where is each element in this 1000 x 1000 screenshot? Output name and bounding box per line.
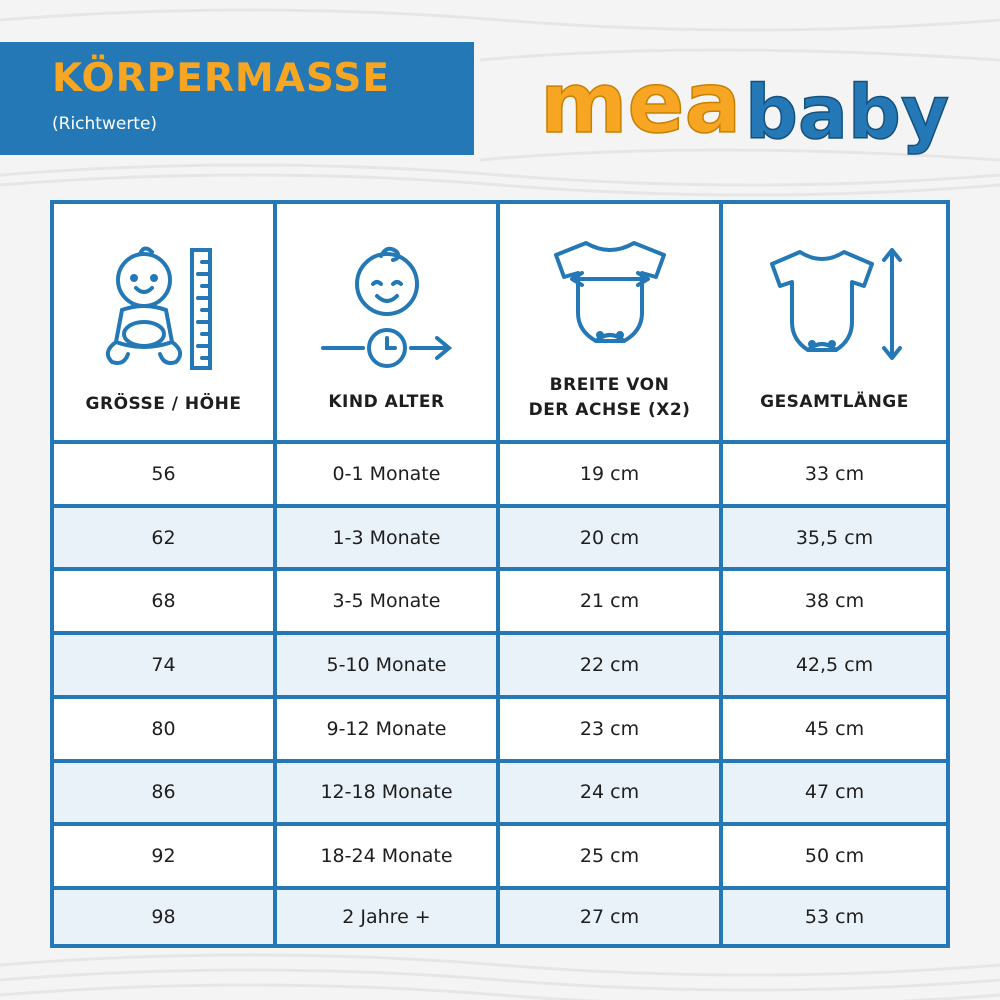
- cell-length: 38 cm: [723, 571, 946, 636]
- cell-width: 24 cm: [500, 762, 723, 827]
- header-length: GESAMTLÄNGE: [723, 204, 946, 444]
- cell-age: 18-24 Monate: [277, 826, 500, 891]
- table-row: 56 0-1 Monate 19 cm 33 cm: [54, 444, 946, 508]
- bodysuit-width-icon: [553, 241, 666, 343]
- cell-size: 68: [54, 571, 277, 636]
- cell-length: 47 cm: [723, 762, 946, 827]
- cell-length: 33 cm: [723, 444, 946, 508]
- cell-age: 12-18 Monate: [277, 762, 500, 827]
- page-title: KÖRPERMASSE: [52, 56, 390, 101]
- cell-size: 74: [54, 635, 277, 699]
- cell-length: 45 cm: [723, 698, 946, 763]
- table-row: 98 2 Jahre + 27 cm 53 cm: [54, 890, 946, 944]
- cell-length: 50 cm: [723, 826, 946, 891]
- cell-width: 20 cm: [500, 507, 723, 572]
- cell-age: 3-5 Monate: [277, 571, 500, 636]
- title-banner: KÖRPERMASSE (Richtwerte): [0, 42, 474, 155]
- table-row: 62 1-3 Monate 20 cm 35,5 cm: [54, 507, 946, 572]
- bodysuit-length-icon: [769, 247, 902, 360]
- cell-size: 86: [54, 762, 277, 827]
- header-label-age: KIND ALTER: [328, 391, 445, 412]
- cell-age: 1-3 Monate: [277, 507, 500, 572]
- table-row: 86 12-18 Monate 24 cm 47 cm: [54, 762, 946, 827]
- size-table: GRÖSSE / HÖHE KIND ALTER: [50, 200, 950, 948]
- cell-width: 22 cm: [500, 635, 723, 699]
- logo-word-mea: mea: [540, 54, 741, 152]
- cell-width: 25 cm: [500, 826, 723, 891]
- cell-size: 80: [54, 698, 277, 763]
- cell-width: 21 cm: [500, 571, 723, 636]
- baby-height-icon: [105, 246, 212, 370]
- cell-width: 19 cm: [500, 444, 723, 508]
- cell-length: 42,5 cm: [723, 635, 946, 699]
- cell-width: 23 cm: [500, 698, 723, 763]
- cell-length: 53 cm: [723, 890, 946, 944]
- table-header-row: GRÖSSE / HÖHE KIND ALTER: [54, 204, 946, 444]
- table-row: 74 5-10 Monate 22 cm 42,5 cm: [54, 635, 946, 699]
- page-subtitle: (Richtwerte): [52, 114, 158, 134]
- header-label-length: GESAMTLÄNGE: [760, 391, 909, 412]
- cell-length: 35,5 cm: [723, 507, 946, 572]
- header-label-size: GRÖSSE / HÖHE: [85, 393, 242, 414]
- cell-width: 27 cm: [500, 890, 723, 944]
- header-label-width-line1: BREITE VON: [549, 375, 670, 395]
- table-row: 68 3-5 Monate 21 cm 38 cm: [54, 571, 946, 636]
- header-width: BREITE VON DER ACHSE (X2): [500, 204, 723, 444]
- header-size: GRÖSSE / HÖHE: [54, 204, 277, 444]
- cell-size: 62: [54, 507, 277, 572]
- header-age: KIND ALTER: [277, 204, 500, 444]
- mea-baby-logo: mea baby: [540, 53, 950, 157]
- table-row: 80 9-12 Monate 23 cm 45 cm: [54, 698, 946, 763]
- cell-size: 92: [54, 826, 277, 891]
- header-label-width-line2: DER ACHSE (X2): [528, 400, 691, 420]
- cell-size: 56: [54, 444, 277, 508]
- cell-age: 0-1 Monate: [277, 444, 500, 508]
- cell-age: 5-10 Monate: [277, 635, 500, 699]
- cell-age: 9-12 Monate: [277, 698, 500, 763]
- logo-word-baby: baby: [745, 70, 949, 156]
- cell-size: 98: [54, 890, 277, 944]
- cell-age: 2 Jahre +: [277, 890, 500, 944]
- child-age-icon: [320, 246, 452, 368]
- table-row: 92 18-24 Monate 25 cm 50 cm: [54, 826, 946, 891]
